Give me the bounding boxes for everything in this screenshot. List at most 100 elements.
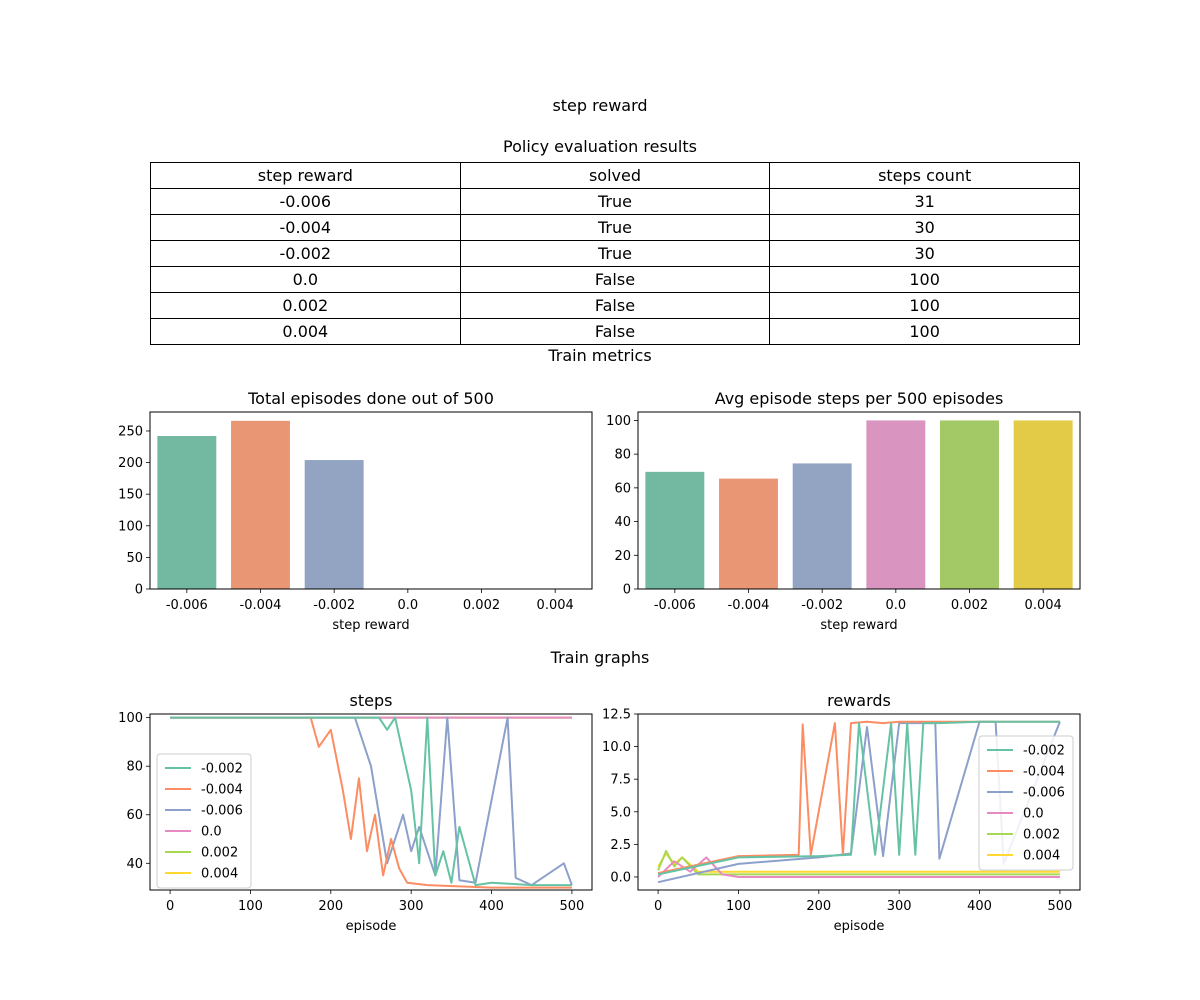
series-line xyxy=(657,856,1060,878)
legend-frame xyxy=(978,735,1074,871)
series-line xyxy=(657,849,1060,876)
legend: -0.002 -0.004 -0.006 0.0 0.002 0.004 xyxy=(978,735,1074,871)
x-tick-label: 100 xyxy=(726,899,751,914)
series-line xyxy=(170,716,572,887)
y-tick-label: 7.5 xyxy=(610,773,631,788)
y-tick-label: 100 xyxy=(606,414,631,429)
bar xyxy=(940,420,999,589)
table-cell: 0.002 xyxy=(150,292,461,319)
series-group xyxy=(170,716,573,889)
y-tick-label: 100 xyxy=(118,711,143,726)
table-cell: 0.004 xyxy=(150,318,461,345)
series-line xyxy=(657,720,1060,876)
x-tick-label: 0.004 xyxy=(1025,598,1062,613)
y-tick-label: 50 xyxy=(126,551,143,566)
figure-title: step reward xyxy=(552,96,648,115)
table-cell: -0.004 xyxy=(150,214,461,241)
chart-3: rewards episode 0.0 2.5 5.0 7.5 10.0 12.5 0 100 20… xyxy=(602,691,1081,934)
x-tick-label: -0.002 xyxy=(801,598,843,613)
bar xyxy=(719,478,778,589)
y-tick-label: 150 xyxy=(118,488,143,503)
x-tick-label: 0 xyxy=(166,899,174,914)
x-axis-label: episode xyxy=(834,919,885,934)
x-tick-label: 0.002 xyxy=(463,598,500,613)
bar xyxy=(866,420,926,589)
table-row: 0.002 False 100 xyxy=(150,292,1080,319)
y-tick-label: 200 xyxy=(118,456,143,471)
y-tick-label: 250 xyxy=(118,424,143,439)
x-axis-label: episode xyxy=(346,919,397,934)
table-row: -0.006 True 31 xyxy=(150,188,1080,215)
series-line xyxy=(170,716,572,889)
x-tick-label: -0.004 xyxy=(728,598,770,613)
x-tick-label: 400 xyxy=(479,899,504,914)
y-tick-label: 100 xyxy=(118,519,143,534)
table-row: 0.004 False 100 xyxy=(150,318,1080,345)
x-tick-label: 200 xyxy=(806,899,831,914)
x-tick-label: 400 xyxy=(967,899,992,914)
table-row: 0.0 False 100 xyxy=(150,266,1080,293)
x-tick-label: -0.002 xyxy=(313,598,355,613)
x-tick-label: 0.002 xyxy=(951,598,988,613)
table-cell: True xyxy=(459,214,771,241)
chart-0: Total episodes done out of 500 step rewar… xyxy=(118,389,593,633)
x-tick-label: 300 xyxy=(887,899,912,914)
y-tick-label: 40 xyxy=(126,857,143,872)
x-tick-label: 0.0 xyxy=(885,598,906,613)
x-tick-label: -0.006 xyxy=(166,598,208,613)
x-tick-label: 0.0 xyxy=(397,598,418,613)
y-tick-label: 0 xyxy=(623,583,631,598)
bar xyxy=(792,463,852,589)
x-tick-label: 500 xyxy=(1047,899,1072,914)
bar xyxy=(645,471,705,589)
legend-label: -0.002 xyxy=(1023,744,1065,759)
bar xyxy=(304,460,364,589)
x-tick-label: -0.006 xyxy=(654,598,696,613)
legend-label: -0.006 xyxy=(201,804,243,819)
y-tick-label: 10.0 xyxy=(602,740,631,755)
legend-label: 0.0 xyxy=(1023,807,1044,822)
metrics-title: Train metrics xyxy=(548,346,652,365)
table-row: -0.004 True 30 xyxy=(150,214,1080,241)
chart-title: Avg episode steps per 500 episodes xyxy=(715,389,1004,408)
table-cell: True xyxy=(459,188,771,215)
y-tick-label: 0.0 xyxy=(610,870,631,885)
plot-frame xyxy=(637,713,1081,891)
x-tick-label: 0.004 xyxy=(537,598,574,613)
table-cell: 31 xyxy=(769,188,1080,215)
legend: -0.002 -0.004 -0.006 0.0 0.002 0.004 xyxy=(156,753,252,889)
chart-2: steps episode 40 60 80 100 0 100 200 300 400 500 -0.… xyxy=(118,691,593,934)
legend-label: 0.004 xyxy=(1023,849,1060,864)
chart-title: Total episodes done out of 500 xyxy=(247,389,494,408)
y-tick-label: 60 xyxy=(614,481,631,496)
x-tick-label: 500 xyxy=(559,899,584,914)
graphs-title: Train graphs xyxy=(550,648,650,667)
y-tick-label: 60 xyxy=(126,808,143,823)
plot-frame xyxy=(637,411,1081,590)
bar xyxy=(231,420,290,589)
y-tick-label: 80 xyxy=(126,760,143,775)
x-axis-label: step reward xyxy=(820,618,897,633)
table-cell: 0.0 xyxy=(150,266,461,293)
table-cell: -0.006 xyxy=(150,188,461,215)
legend-label: 0.002 xyxy=(201,846,238,861)
legend-label: -0.004 xyxy=(201,783,243,798)
x-tick-label: 100 xyxy=(238,899,263,914)
legend-label: -0.006 xyxy=(1023,786,1065,801)
bar xyxy=(157,436,217,589)
x-axis-label: step reward xyxy=(332,618,409,633)
table-header-row: step reward solved steps count xyxy=(150,162,1080,189)
chart-1: Avg episode steps per 500 episodes step r… xyxy=(606,389,1081,633)
legend-label: -0.002 xyxy=(201,762,243,777)
chart-title: steps xyxy=(350,691,393,710)
y-tick-label: 20 xyxy=(614,549,631,564)
header-cell: step reward xyxy=(150,162,461,189)
series-group xyxy=(657,720,1061,884)
table-cell: False xyxy=(459,318,771,345)
legend-label: -0.004 xyxy=(1023,765,1065,780)
y-tick-label: 5.0 xyxy=(610,805,631,820)
evaluation-table: step reward solved steps count -0.006 Tr… xyxy=(150,162,1080,345)
series-line xyxy=(170,716,573,887)
chart-title: rewards xyxy=(827,691,891,710)
